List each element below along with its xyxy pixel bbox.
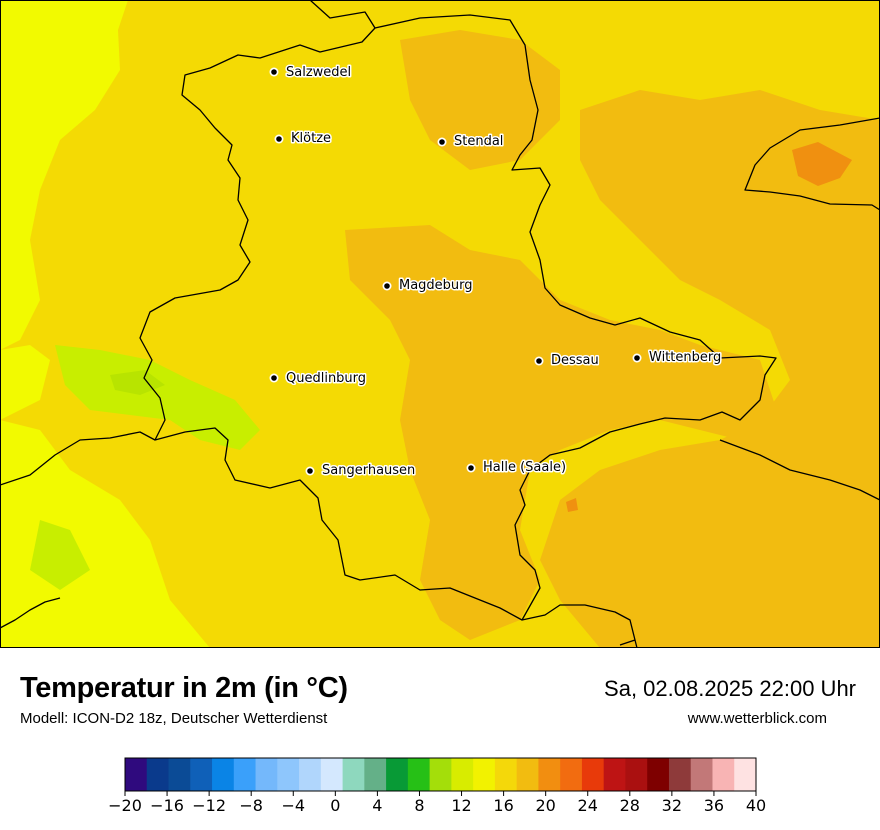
city-label-magdeburg: Magdeburg xyxy=(399,278,473,293)
legend-swatch xyxy=(342,758,365,791)
city-label-sangerhausen: Sangerhausen xyxy=(322,463,415,478)
legend-tick-label: 12 xyxy=(451,796,471,815)
legend-swatch xyxy=(277,758,300,791)
temperature-map: Salzwedel Klötze Stendal Magdeburg Dessa… xyxy=(0,0,880,648)
temp-zone-green xyxy=(55,345,260,450)
state-border-north xyxy=(374,14,777,621)
legend-swatch xyxy=(603,758,626,791)
legend-tick-label: 28 xyxy=(620,796,640,815)
legend-swatch xyxy=(233,758,257,791)
legend-tick-label: 8 xyxy=(414,796,424,815)
legend-tick-label: −16 xyxy=(150,796,184,815)
temp-zone-hotspot-2 xyxy=(566,498,578,512)
legend-tick-label: 20 xyxy=(535,796,555,815)
legend-swatch xyxy=(712,758,735,791)
city-label-kloetze: Klötze xyxy=(291,131,331,146)
legend-swatch xyxy=(581,758,605,791)
legend-tick-label: −4 xyxy=(281,796,305,815)
city-marker-quedlinburg: Quedlinburg xyxy=(269,370,368,388)
website-link[interactable]: www.wetterblick.com xyxy=(687,710,827,727)
legend-swatch xyxy=(451,758,474,791)
temp-zone-central-warm xyxy=(345,225,780,640)
legend-swatch xyxy=(734,758,757,791)
legend-swatch xyxy=(125,758,148,791)
temp-zone-east-warm xyxy=(540,90,880,648)
city-label-wittenberg: Wittenberg xyxy=(649,350,721,365)
city-label-quedlinburg: Quedlinburg xyxy=(286,371,366,386)
legend-swatch xyxy=(168,758,191,791)
country-border-west xyxy=(0,431,156,486)
model-info: Modell: ICON-D2 18z, Deutscher Wetterdie… xyxy=(20,710,328,727)
legend-tick-label: 16 xyxy=(493,796,513,815)
legend-tick-label: 40 xyxy=(746,796,766,815)
legend-swatch xyxy=(538,758,561,791)
temp-zone-w-bright-2 xyxy=(0,345,50,420)
city-marker-salzwedel: Salzwedel xyxy=(269,64,353,82)
legend-swatch xyxy=(429,758,452,791)
city-marker-halle: Halle (Saale) xyxy=(466,459,568,477)
temp-zone-hotspot xyxy=(792,142,852,186)
legend-tick-label: 24 xyxy=(578,796,598,815)
city-label-dessau: Dessau xyxy=(551,353,599,368)
legend-swatch xyxy=(668,758,692,791)
color-scale-legend: −20 −16 −12 −8 −4 0 4 8 12 16 20 24 28 32 36 40 xyxy=(108,757,766,815)
legend-frame xyxy=(124,757,757,792)
temp-zone-west-bright xyxy=(0,0,128,350)
temp-zone-green-2 xyxy=(110,370,165,395)
legend-swatch xyxy=(473,758,496,791)
legend-swatch xyxy=(690,758,713,791)
legend-swatches xyxy=(124,757,757,792)
legend-tick-label: 0 xyxy=(330,796,340,815)
state-border xyxy=(139,0,638,648)
legend-tick-label: 36 xyxy=(704,796,724,815)
country-border-sw xyxy=(0,597,61,629)
legend-swatch xyxy=(364,758,387,791)
country-border-se xyxy=(719,439,880,501)
legend-swatch xyxy=(494,758,518,791)
city-marker-magdeburg: Magdeburg xyxy=(382,277,474,295)
legend-swatch xyxy=(407,758,431,791)
legend-swatch xyxy=(190,758,213,791)
city-label-stendal: Stendal xyxy=(454,134,503,149)
city-label-halle: Halle (Saale) xyxy=(483,460,566,475)
city-marker-wittenberg: Wittenberg xyxy=(632,349,723,367)
footer: Temperatur in 2m (in °C) Modell: ICON-D2… xyxy=(0,648,880,830)
temp-zone-north-warm xyxy=(400,30,560,170)
legend-swatch xyxy=(212,758,235,791)
legend-swatch xyxy=(386,758,409,791)
city-marker-kloetze: Klötze xyxy=(274,130,333,148)
legend-tick-label: 32 xyxy=(662,796,682,815)
legend-swatch xyxy=(299,758,322,791)
city-label-salzwedel: Salzwedel xyxy=(286,65,351,80)
legend-tick-label: 4 xyxy=(372,796,382,815)
country-border-east xyxy=(744,117,880,211)
temp-zone-sw-bright xyxy=(0,420,210,648)
legend-swatch xyxy=(320,758,344,791)
city-marker-stendal: Stendal xyxy=(437,133,505,151)
legend-ticks: −20 −16 −12 −8 −4 0 4 8 12 16 20 24 28 32 36 40 xyxy=(108,791,766,815)
legend-swatch xyxy=(625,758,648,791)
city-marker-dessau: Dessau xyxy=(534,352,600,370)
forecast-datetime: Sa, 02.08.2025 22:00 Uhr xyxy=(604,676,856,701)
legend-swatch xyxy=(516,758,539,791)
city-marker-sangerhausen: Sangerhausen xyxy=(305,462,417,480)
legend-swatch xyxy=(560,758,583,791)
legend-tick-label: −12 xyxy=(192,796,226,815)
legend-swatch xyxy=(146,758,170,791)
legend-swatch xyxy=(255,758,278,791)
temp-zone-green-3 xyxy=(30,520,90,590)
legend-tick-label: −8 xyxy=(239,796,263,815)
legend-tick-label: −20 xyxy=(108,796,142,815)
map-title: Temperatur in 2m (in °C) xyxy=(20,672,348,704)
legend-swatch xyxy=(647,758,670,791)
